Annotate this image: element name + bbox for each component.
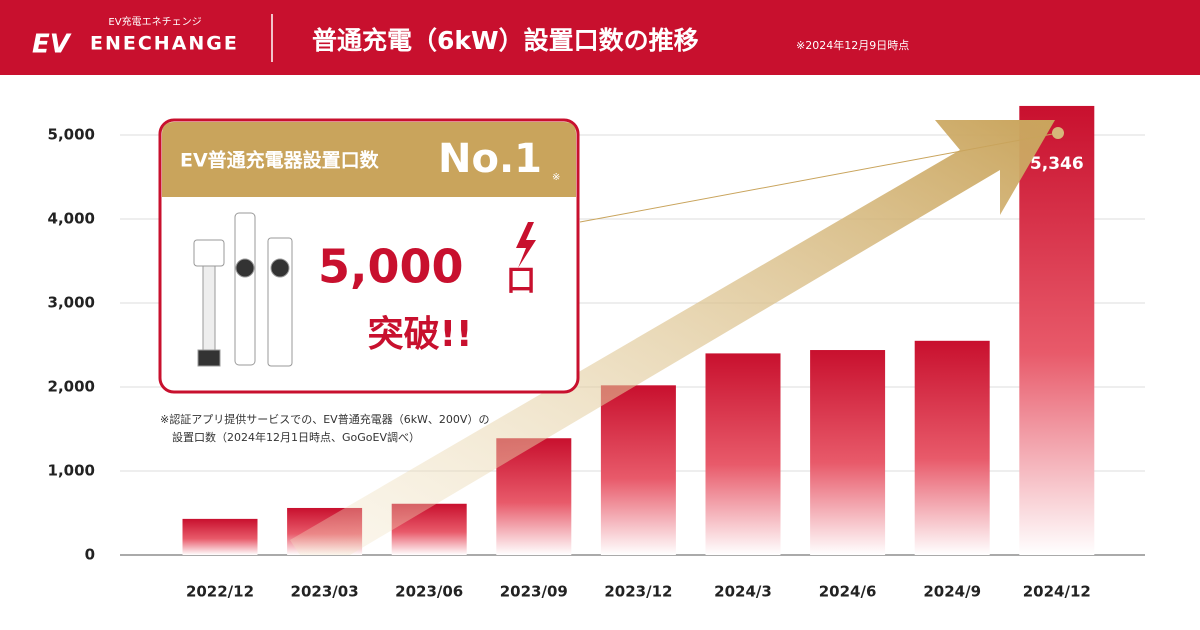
x-tick-label: 2024/9 [923,583,981,601]
x-tick-label: 2023/06 [395,583,463,601]
bar [182,518,258,555]
callout-heading: EV普通充電器設置口数 [180,149,380,172]
x-tick-label: 2024/6 [819,583,877,601]
title: 普通充電（6kW）設置口数の推移 [312,26,699,55]
value-label: 5,346 [1030,154,1084,174]
bar [600,385,676,555]
bolt-icon [516,222,536,268]
pointer-line [579,132,1059,223]
x-tick-label: 2023/03 [291,583,359,601]
pointer-dot [1052,127,1064,139]
logo-ev: EV [32,30,72,60]
callout-rank: No.1 [438,136,542,182]
x-tick-label: 2023/12 [604,583,672,601]
bar [705,353,781,555]
y-tick-label: 0 [85,546,95,564]
callout-unit: 口 [506,264,536,299]
callout-band [162,122,576,197]
y-tick-label: 2,000 [48,378,95,396]
callout-number: 5,000 [318,240,464,294]
y-tick-label: 3,000 [48,294,95,312]
x-tick-label: 2024/3 [714,583,772,601]
title-note: ※2024年12月9日時点 [796,38,909,52]
bar [810,350,886,555]
x-tick-label: 2023/09 [500,583,568,601]
x-tick-label: 2024/12 [1023,583,1091,601]
footnote: 設置口数（2024年12月1日時点、GoGoEV調べ） [172,430,420,444]
footnote: ※認証アプリ提供サービスでの、EV普通充電器（6kW、200V）の [160,412,489,426]
callout-rank-note: ※ [552,172,560,183]
bar [1019,105,1095,555]
y-tick-label: 4,000 [48,210,95,228]
y-tick-label: 1,000 [48,462,95,480]
x-tick-label: 2022/12 [186,583,254,601]
bar [914,340,990,555]
charger-illustration [193,212,293,367]
logo: ENECHANGE [90,33,239,55]
logo-sub: EV充電エネチェンジ [108,15,201,28]
callout: EV普通充電器設置口数 No.1 ※ 5,000 口 突破!! [158,118,580,394]
header-band [0,0,1200,75]
y-tick-label: 5,000 [48,126,95,144]
growth-arrow [290,120,1055,555]
callout-text: 突破!! [368,314,473,355]
